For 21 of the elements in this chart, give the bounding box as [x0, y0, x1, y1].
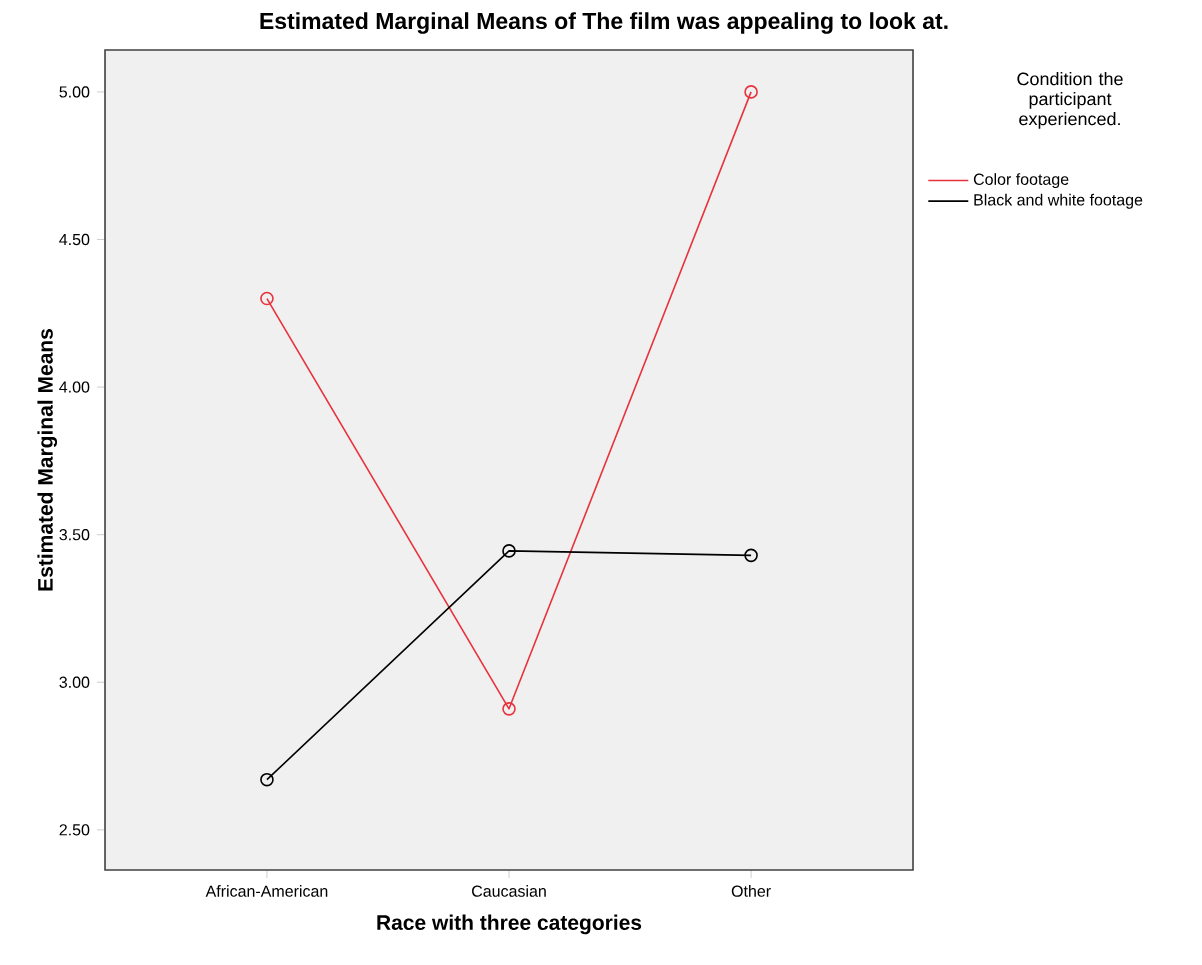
- x-axis-title: Race with three categories: [377, 914, 642, 935]
- point: [744, 548, 758, 563]
- y-tick-label: 5.00: [59, 86, 90, 98]
- y-tick-label: 3.50: [59, 529, 90, 541]
- point: [502, 544, 516, 558]
- legend-label: Black and white footage: [974, 193, 1143, 209]
- chart-title: Estimated Marginal Means of The film was appealing to look at.: [260, 12, 948, 34]
- y-axis-title: Estimated Marginal Means: [37, 329, 58, 591]
- x-tick-label: Other: [731, 885, 771, 897]
- y-tick-label: 3.00: [59, 676, 90, 688]
- legend-title: Condition the participant experienced.: [1017, 72, 1123, 129]
- x-tick-label: African-American: [205, 885, 328, 897]
- y-tick-label: 2.50: [59, 824, 90, 836]
- point: [260, 291, 274, 306]
- x-tick-label: Caucasian: [472, 885, 546, 897]
- point: [744, 85, 758, 99]
- y-tick-label: 4.50: [59, 233, 90, 246]
- point: [260, 772, 274, 787]
- y-tick-label: 4.00: [59, 381, 90, 393]
- legend-label: Color footage: [973, 173, 1069, 189]
- point: [502, 702, 516, 716]
